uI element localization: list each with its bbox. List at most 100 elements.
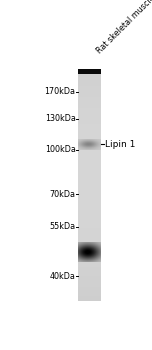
Bar [78,111,102,113]
Text: Lipin 1: Lipin 1 [105,140,135,149]
Bar [78,228,102,231]
Bar [78,129,102,131]
Bar [78,174,102,176]
Bar [78,102,102,104]
Bar [78,185,102,188]
Bar [78,246,102,248]
Bar [78,233,102,235]
Bar [78,242,102,244]
Text: 40kDa: 40kDa [50,272,76,281]
Bar [78,126,102,129]
Bar [78,265,102,267]
Bar [78,282,102,285]
Bar [78,197,102,199]
Text: 55kDa: 55kDa [49,222,76,231]
Bar [78,90,102,92]
Bar [78,140,102,142]
Bar [78,131,102,133]
Bar [78,215,102,217]
Bar [78,147,102,149]
Bar [78,176,102,178]
Bar [78,169,102,172]
Bar [78,226,102,228]
Bar [78,258,102,260]
Bar [78,224,102,226]
Bar [78,117,102,120]
Bar [78,163,102,165]
Bar [78,294,102,296]
Bar [78,106,102,108]
Bar [78,201,102,203]
Bar [78,289,102,292]
Bar [78,104,102,106]
Bar [78,262,102,265]
Bar [78,188,102,190]
Bar [78,256,102,258]
Bar [78,120,102,122]
Bar [78,113,102,115]
Bar [78,135,102,138]
Text: Rat skeletal muscle: Rat skeletal muscle [95,0,152,55]
Bar [78,172,102,174]
Bar [78,248,102,251]
Bar [78,280,102,282]
Bar [78,74,102,77]
Text: 70kDa: 70kDa [50,190,76,199]
Bar [78,269,102,271]
Bar [78,77,102,79]
Bar [78,292,102,294]
Bar [78,192,102,194]
Bar [78,190,102,192]
Bar [78,138,102,140]
Bar [78,115,102,117]
Bar [78,95,102,97]
Bar [78,222,102,224]
Bar [78,69,102,74]
Bar [78,287,102,289]
Bar [78,122,102,124]
Bar [78,212,102,215]
Bar [78,231,102,233]
Bar [78,271,102,274]
Bar [78,83,102,86]
Bar [78,253,102,255]
Bar [78,108,102,111]
Bar [78,219,102,222]
Bar [78,154,102,156]
Bar [78,217,102,219]
Bar [78,145,102,147]
Bar [78,299,102,301]
Text: 100kDa: 100kDa [45,145,76,154]
Bar [78,203,102,206]
Bar [78,149,102,151]
Bar [78,151,102,154]
Bar [78,167,102,169]
Bar [78,206,102,208]
Bar [78,199,102,201]
Bar [78,260,102,262]
Bar [78,183,102,185]
Bar [78,81,102,83]
Bar [78,244,102,246]
Bar [78,278,102,280]
Bar [78,235,102,237]
Bar [78,240,102,242]
Bar [78,276,102,278]
Bar [78,92,102,95]
Bar [78,237,102,240]
Bar [78,296,102,299]
Bar [78,194,102,197]
Bar [78,178,102,181]
Bar [78,285,102,287]
Bar [78,251,102,253]
Bar [78,165,102,167]
Bar [78,79,102,81]
Bar [78,124,102,126]
Text: 170kDa: 170kDa [45,88,76,96]
Bar [78,156,102,158]
Bar [78,208,102,210]
Bar [78,274,102,276]
Bar [78,210,102,212]
Bar [78,99,102,102]
Bar [78,160,102,163]
